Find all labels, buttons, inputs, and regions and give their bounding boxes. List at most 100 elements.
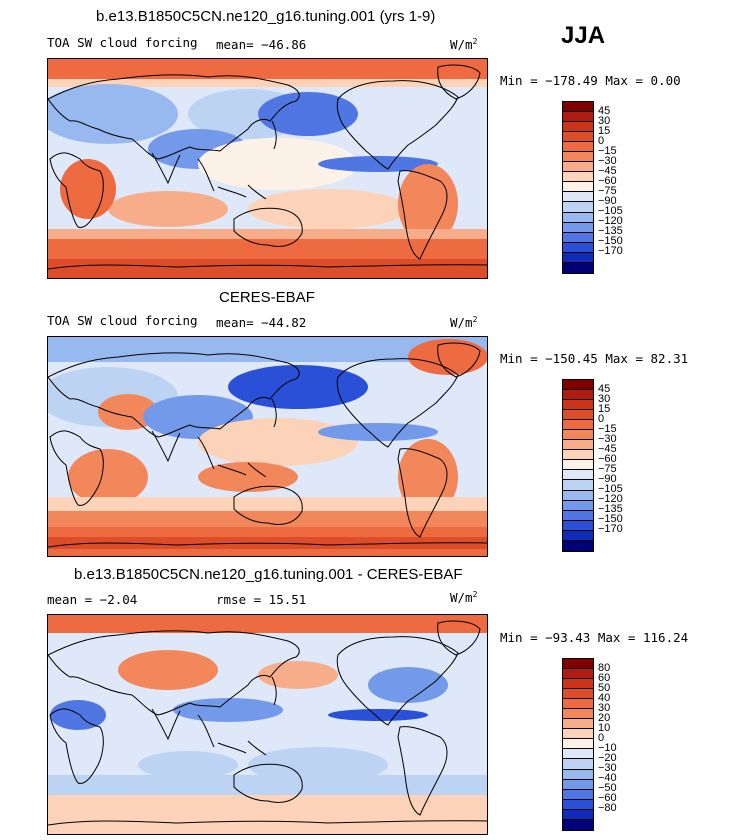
panel1-variable-label: TOA SW cloud forcing [47, 35, 198, 50]
colorbar-tick-label: −45 [598, 164, 617, 177]
coastline [336, 358, 459, 448]
colorbar-segment [563, 480, 593, 491]
panel2-minmax: Min = −150.45 Max = 82.31 [500, 351, 689, 366]
colorbar-segment [563, 490, 593, 501]
colorbar-tick-label: 30 [598, 114, 611, 127]
colorbar-segment [563, 520, 593, 531]
colorbar-tick-label: −30 [598, 432, 617, 445]
colorbar-tick-label: −60 [598, 452, 617, 465]
colorbar-tick-label: −90 [598, 473, 617, 486]
field-patch [248, 189, 408, 229]
coastline [336, 636, 459, 726]
colorbar-tick-label: −30 [598, 154, 617, 167]
colorbar-tick-label: 50 [598, 681, 611, 694]
colorbar-tick-label: 15 [598, 124, 611, 137]
coastline [397, 726, 448, 816]
field-patch [48, 795, 487, 834]
colorbar-segment [563, 779, 593, 790]
coastline [151, 430, 181, 463]
coastline [197, 714, 267, 756]
colorbar-tick-label: −150 [598, 235, 623, 248]
field-patch [173, 698, 283, 722]
colorbar-segment [563, 232, 593, 243]
colorbar-tick-label: 80 [598, 661, 611, 674]
colorbar-segment [563, 420, 593, 431]
field-patch [198, 138, 358, 190]
coastline [197, 436, 267, 478]
colorbar-segment [563, 410, 593, 421]
colorbar-tick-label: −75 [598, 185, 617, 198]
coastline [151, 152, 181, 185]
panel1-colorbar [562, 101, 594, 274]
colorbar-segment [563, 212, 593, 223]
colorbar-tick-label: −150 [598, 513, 623, 526]
colorbar-segment [563, 262, 593, 273]
panel3-map-svg [48, 615, 487, 834]
colorbar-tick-label: 45 [598, 104, 611, 117]
colorbar-tick-label: −15 [598, 144, 617, 157]
colorbar-tick-label: 0 [598, 134, 605, 147]
panel1-mean: mean= −46.86 [216, 37, 307, 52]
colorbar-tick-label: −120 [598, 215, 623, 228]
colorbar-segment [563, 699, 593, 710]
panel1-units: W/m2 [450, 37, 478, 53]
colorbar-tick-label: 10 [598, 721, 611, 734]
colorbar-tick-label: −40 [598, 772, 617, 785]
colorbar-segment [563, 222, 593, 233]
field-patch [118, 650, 218, 690]
field-patch [138, 751, 238, 779]
panel2-units: W/m2 [450, 315, 478, 331]
colorbar-segment [563, 769, 593, 780]
colorbar-segment [563, 132, 593, 143]
colorbar-tick-label: −170 [598, 523, 623, 536]
colorbar-tick-label: −105 [598, 205, 623, 218]
field-patch [48, 59, 487, 79]
field-patch [368, 667, 448, 703]
colorbar-segment [563, 729, 593, 740]
field-patch [328, 709, 428, 721]
colorbar-segment [563, 242, 593, 253]
coastline [48, 630, 300, 716]
colorbar-tick-label: −120 [598, 493, 623, 506]
colorbar-segment [563, 470, 593, 481]
colorbar-segment [563, 659, 593, 670]
colorbar-segment [563, 689, 593, 700]
coastline [233, 207, 303, 247]
colorbar-tick-label: −15 [598, 422, 617, 435]
panel3-map [47, 614, 488, 835]
panel3-minmax: Min = −93.43 Max = 116.24 [500, 630, 689, 645]
panel2-colorbar [562, 379, 594, 552]
colorbar-segment [563, 152, 593, 163]
colorbar-segment [563, 430, 593, 441]
colorbar-segment [563, 719, 593, 730]
colorbar-tick-label: 0 [598, 412, 605, 425]
colorbar-segment [563, 400, 593, 411]
colorbar-tick-label: 30 [598, 392, 611, 405]
colorbar-segment [563, 182, 593, 193]
coastline [48, 74, 300, 160]
colorbar-tick-label: −170 [598, 245, 623, 258]
colorbar-tick-label: 40 [598, 691, 611, 704]
coastline [233, 763, 303, 803]
colorbar-segment [563, 709, 593, 720]
coastline [271, 398, 277, 428]
colorbar-segment [563, 540, 593, 551]
coastline [49, 152, 104, 228]
panel2-mean: mean= −44.82 [216, 315, 307, 330]
field-patch [258, 92, 358, 136]
coastline [336, 80, 459, 170]
coastline [49, 708, 104, 784]
coastline [233, 485, 303, 525]
colorbar-tick-label: 60 [598, 671, 611, 684]
coastline [49, 430, 104, 506]
colorbar-tick-label: 20 [598, 711, 611, 724]
coastline [151, 708, 181, 741]
colorbar-segment [563, 450, 593, 461]
colorbar-segment [563, 390, 593, 401]
colorbar-segment [563, 759, 593, 770]
colorbar-tick-label: −50 [598, 782, 617, 795]
field-patch [50, 700, 106, 730]
colorbar-tick-label: 30 [598, 701, 611, 714]
colorbar-segment [563, 192, 593, 203]
panel1-map [47, 58, 488, 279]
